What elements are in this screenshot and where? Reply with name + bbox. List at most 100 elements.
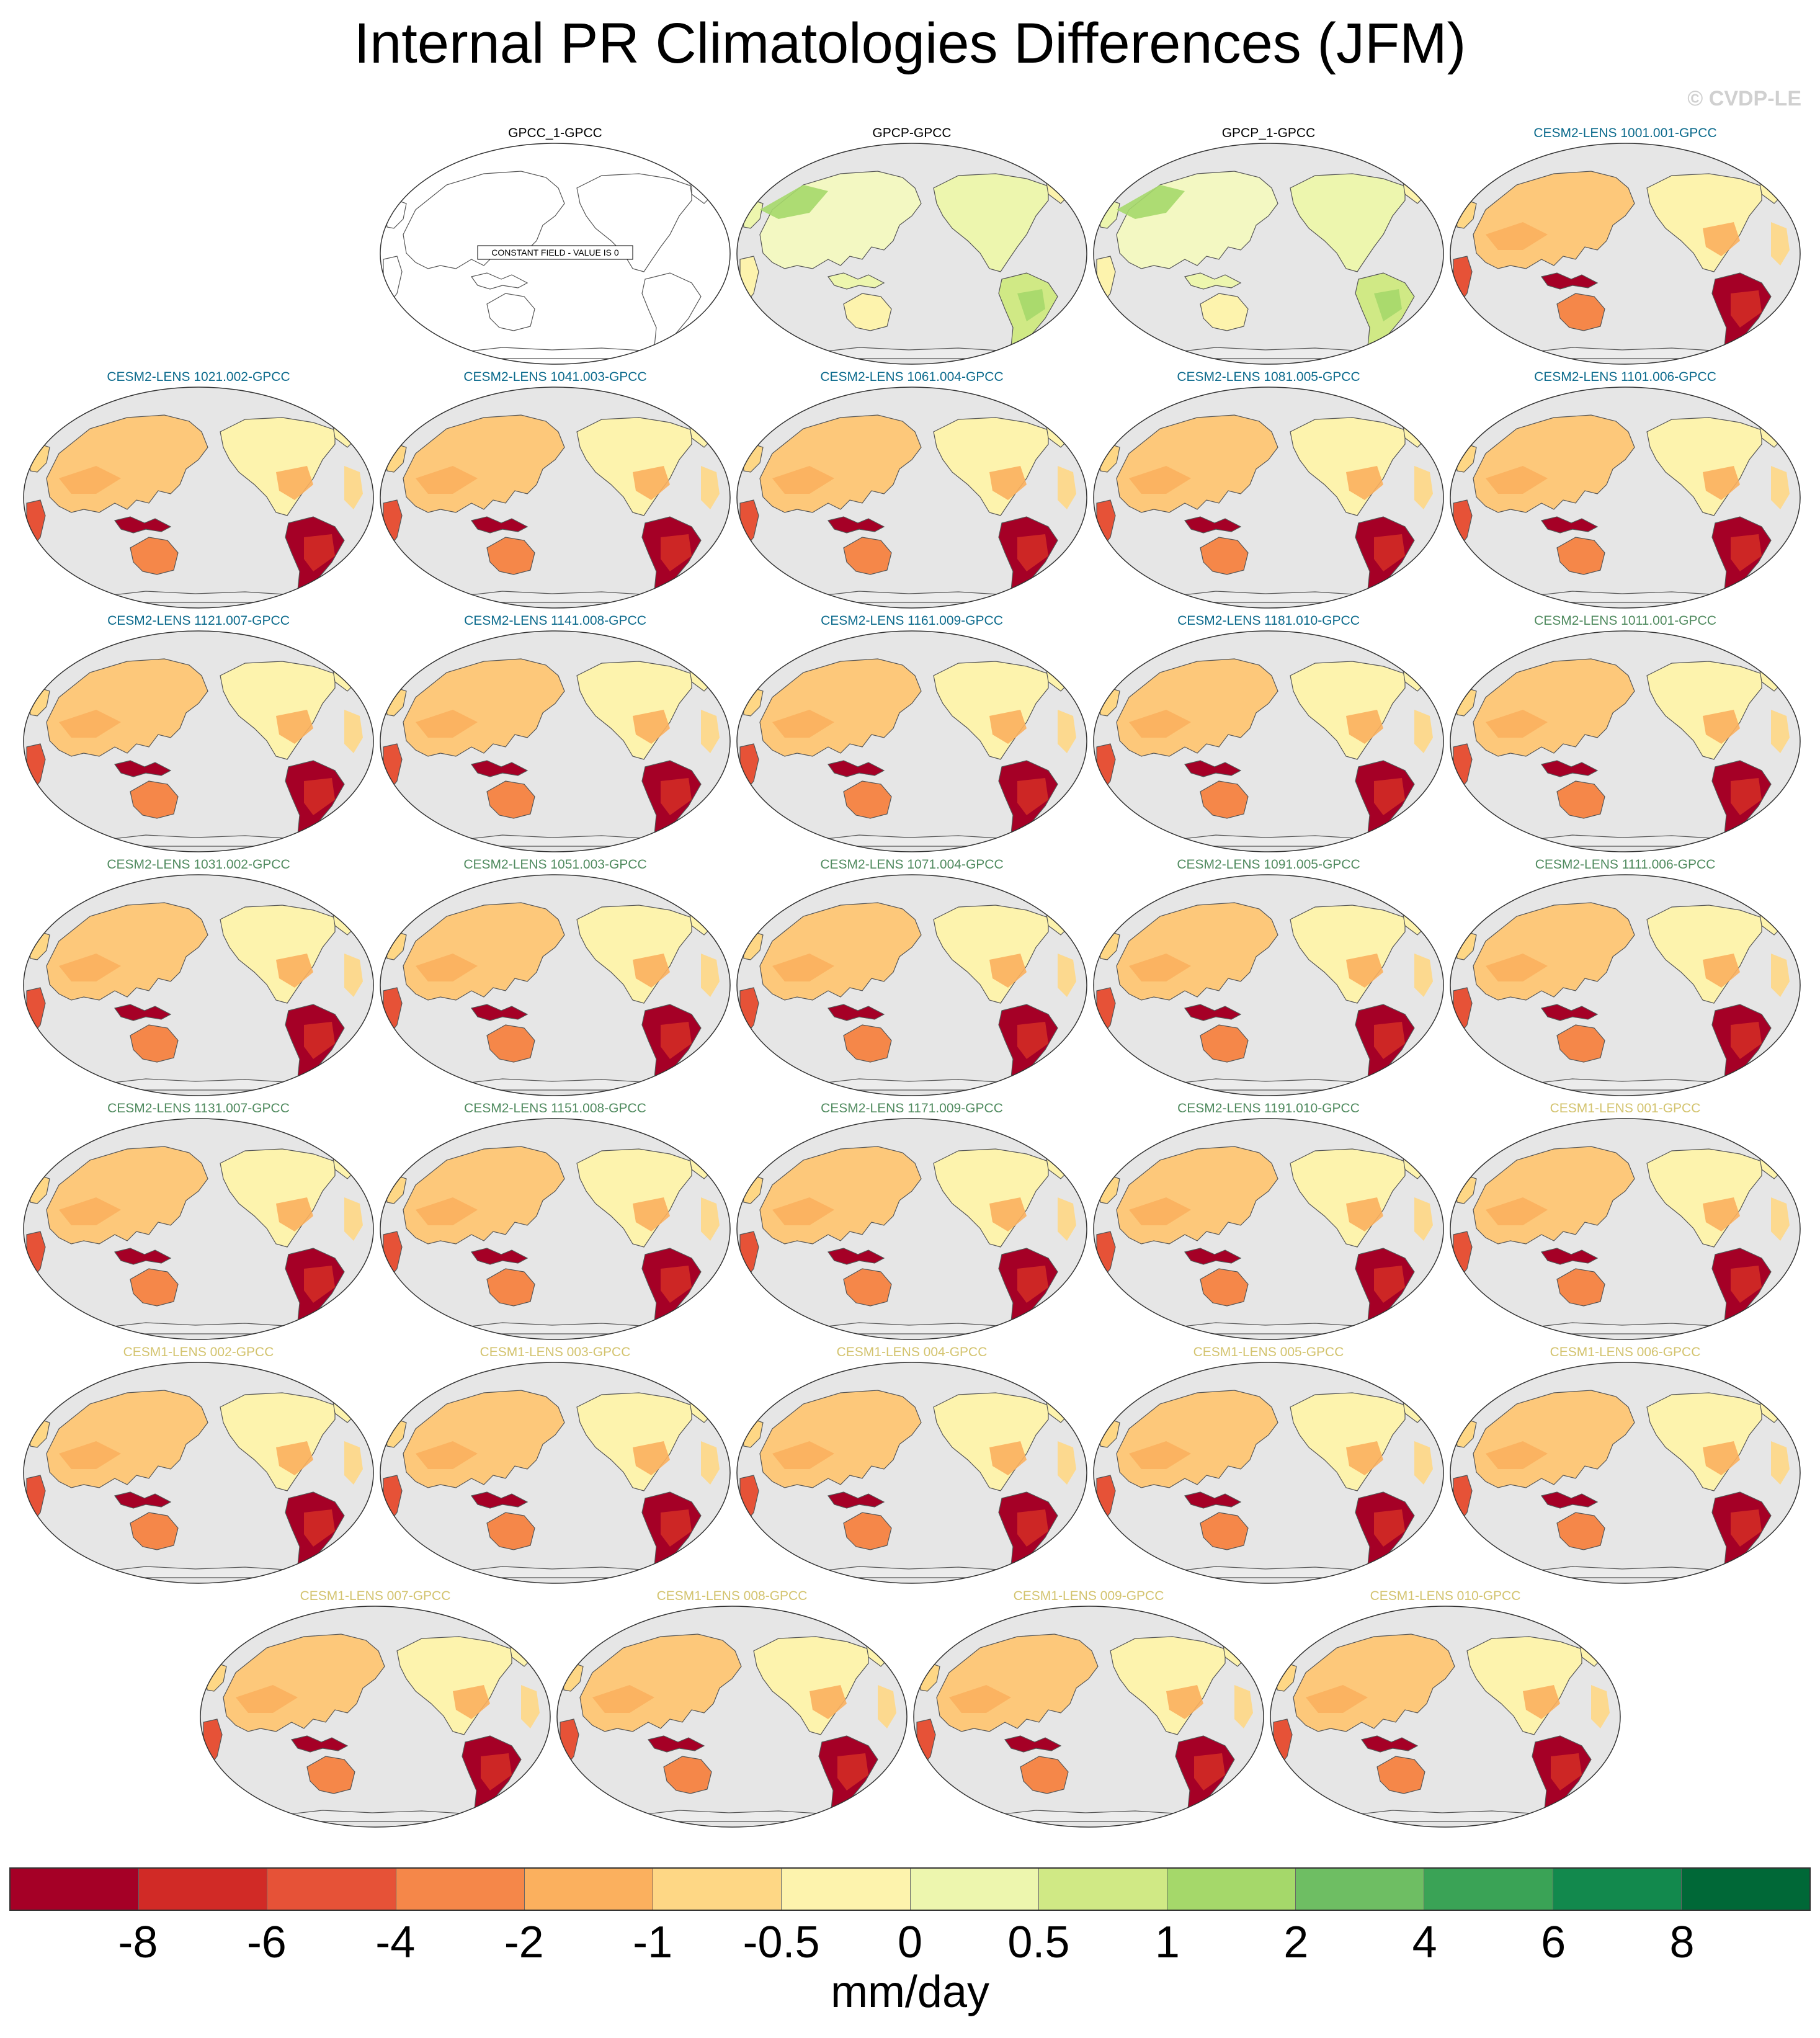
precip-anomaly-patch	[1771, 1441, 1790, 1485]
precip-anomaly-patch	[772, 1197, 834, 1225]
landmass-australia	[843, 1512, 892, 1550]
precip-anomaly-patch	[772, 954, 834, 981]
precip-anomaly-patch	[633, 1441, 670, 1475]
landmass-indonesia	[114, 1004, 172, 1021]
landmass-indonesia	[470, 1491, 529, 1509]
landmass-north-america	[1290, 905, 1406, 1004]
precip-anomaly-patch	[344, 466, 363, 509]
colorbar-tick-label: 6	[1541, 1918, 1566, 1967]
map-border	[1450, 1362, 1801, 1584]
precip-anomaly-patch	[949, 1685, 1011, 1713]
map-panel: CESM2-LENS 1161.009-GPCC	[735, 612, 1089, 854]
colorbar-tick-labels: -8 -6 -4 -2 -1 -0.5 0 0.5 1 2 4 6 8	[9, 1917, 1811, 1973]
landmass-north-america	[576, 661, 692, 760]
landmass-australia	[130, 537, 179, 575]
world-map	[1450, 630, 1801, 852]
landmass-australia	[486, 293, 535, 331]
precip-anomaly-patch	[701, 1441, 720, 1485]
map-panel: CESM2-LENS 1121.007-GPCC	[22, 612, 375, 854]
colorbar-swatch	[1296, 1869, 1425, 1910]
landmass-australia	[486, 780, 535, 819]
precip-anomaly-patch	[416, 1197, 478, 1225]
map-border	[736, 630, 1087, 852]
world-map	[556, 1606, 908, 1828]
precip-anomaly-patch	[276, 1197, 313, 1231]
colorbar-swatch	[782, 1869, 911, 1910]
landmass-australia	[1200, 780, 1249, 819]
world-map	[1270, 1606, 1621, 1828]
map-panel: GPCP_1-GPCC	[1092, 124, 1445, 366]
landmass-north-america	[753, 1636, 869, 1735]
copyright-watermark: © CVDP-LE	[1687, 87, 1801, 110]
panel-title: CESM2-LENS 1001.001-GPCC	[1533, 126, 1717, 140]
world-map	[1450, 387, 1801, 609]
world-map	[736, 387, 1087, 609]
landmass-indonesia	[470, 1004, 529, 1021]
map-panel: CESM1-LENS 010-GPCC	[1269, 1587, 1622, 1829]
colorbar-tick-label: -6	[246, 1918, 287, 1967]
world-map	[1450, 143, 1801, 365]
panel-title: CESM2-LENS 1161.009-GPCC	[821, 614, 1003, 628]
map-border	[736, 874, 1087, 1096]
landmass-north-america	[1466, 1636, 1582, 1735]
landmass-indonesia	[470, 760, 529, 777]
landmass-australia	[1200, 1268, 1249, 1307]
landmass-indonesia	[1540, 1491, 1599, 1509]
world-map	[1093, 874, 1444, 1096]
precip-anomaly-patch	[1486, 1197, 1548, 1225]
map-panel: CESM1-LENS 005-GPCC	[1092, 1343, 1445, 1585]
panel-title: CESM2-LENS 1131.007-GPCC	[107, 1101, 290, 1115]
map-panel: GPCP-GPCC	[735, 124, 1089, 366]
world-map: CONSTANT FIELD - VALUE IS 0	[380, 143, 731, 365]
precip-anomaly-patch	[1017, 289, 1045, 321]
landmass-australia	[1556, 293, 1605, 331]
panel-title: CESM2-LENS 1171.009-GPCC	[821, 1101, 1003, 1115]
colorbar-swatch	[524, 1869, 654, 1910]
world-map	[380, 1362, 731, 1584]
map-border	[380, 1118, 731, 1340]
panel-title: CESM1-LENS 005-GPCC	[1193, 1345, 1344, 1359]
colorbar-swatch	[1681, 1869, 1810, 1910]
landmass-australia	[1556, 1268, 1605, 1307]
map-panel: CESM1-LENS 004-GPCC	[735, 1343, 1089, 1585]
map-panel: CESM2-LENS 1151.008-GPCC	[378, 1099, 732, 1341]
precip-anomaly-patch	[1058, 1441, 1076, 1485]
map-panel: CESM2-LENS 1061.004-GPCC	[735, 368, 1089, 610]
landmass-australia	[1556, 780, 1605, 819]
panel-title: CESM1-LENS 004-GPCC	[836, 1345, 988, 1359]
landmass-australia	[486, 1024, 535, 1063]
map-border	[380, 1362, 731, 1584]
landmass-australia	[486, 1268, 535, 1307]
precip-anomaly-patch	[304, 534, 335, 571]
world-map	[1093, 1118, 1444, 1340]
precip-anomaly-patch	[1129, 1197, 1191, 1225]
panel-title: CESM2-LENS 1081.005-GPCC	[1177, 370, 1360, 384]
colorbar-tick-label: -1	[633, 1918, 673, 1967]
map-border	[1450, 1118, 1801, 1340]
colorbar-units-label: mm/day	[830, 1967, 990, 2017]
figure-title: Internal PR Climatologies Differences (J…	[354, 12, 1466, 75]
landmass-indonesia	[1184, 516, 1242, 534]
map-panel: CESM2-LENS 1051.003-GPCC	[378, 856, 732, 1097]
landmass-australia	[306, 1756, 355, 1794]
landmass-north-america	[1110, 1636, 1226, 1735]
precip-anomaly-patch	[1771, 954, 1790, 997]
landmass-indonesia	[827, 760, 885, 777]
precip-anomaly-patch	[304, 778, 335, 815]
landmass-north-america	[933, 1148, 1049, 1248]
landmass-north-america	[1646, 905, 1762, 1004]
precip-anomaly-patch	[633, 1197, 670, 1231]
map-panel: CESM2-LENS 1111.006-GPCC	[1448, 856, 1802, 1097]
precip-anomaly-patch	[304, 1266, 335, 1303]
world-map	[1450, 1118, 1801, 1340]
landmass-indonesia	[290, 1735, 349, 1753]
map-panel: CESM1-LENS 002-GPCC	[22, 1343, 375, 1585]
landmass-australia	[486, 1512, 535, 1550]
map-panel: CESM2-LENS 1081.005-GPCC	[1092, 368, 1445, 610]
landmass-indonesia	[114, 760, 172, 777]
precip-anomaly-patch	[1017, 1509, 1048, 1547]
map-border	[913, 1606, 1264, 1828]
landmass-indonesia	[114, 1491, 172, 1509]
precip-anomaly-patch	[1346, 1441, 1383, 1475]
constant-field-label-box	[477, 245, 633, 260]
